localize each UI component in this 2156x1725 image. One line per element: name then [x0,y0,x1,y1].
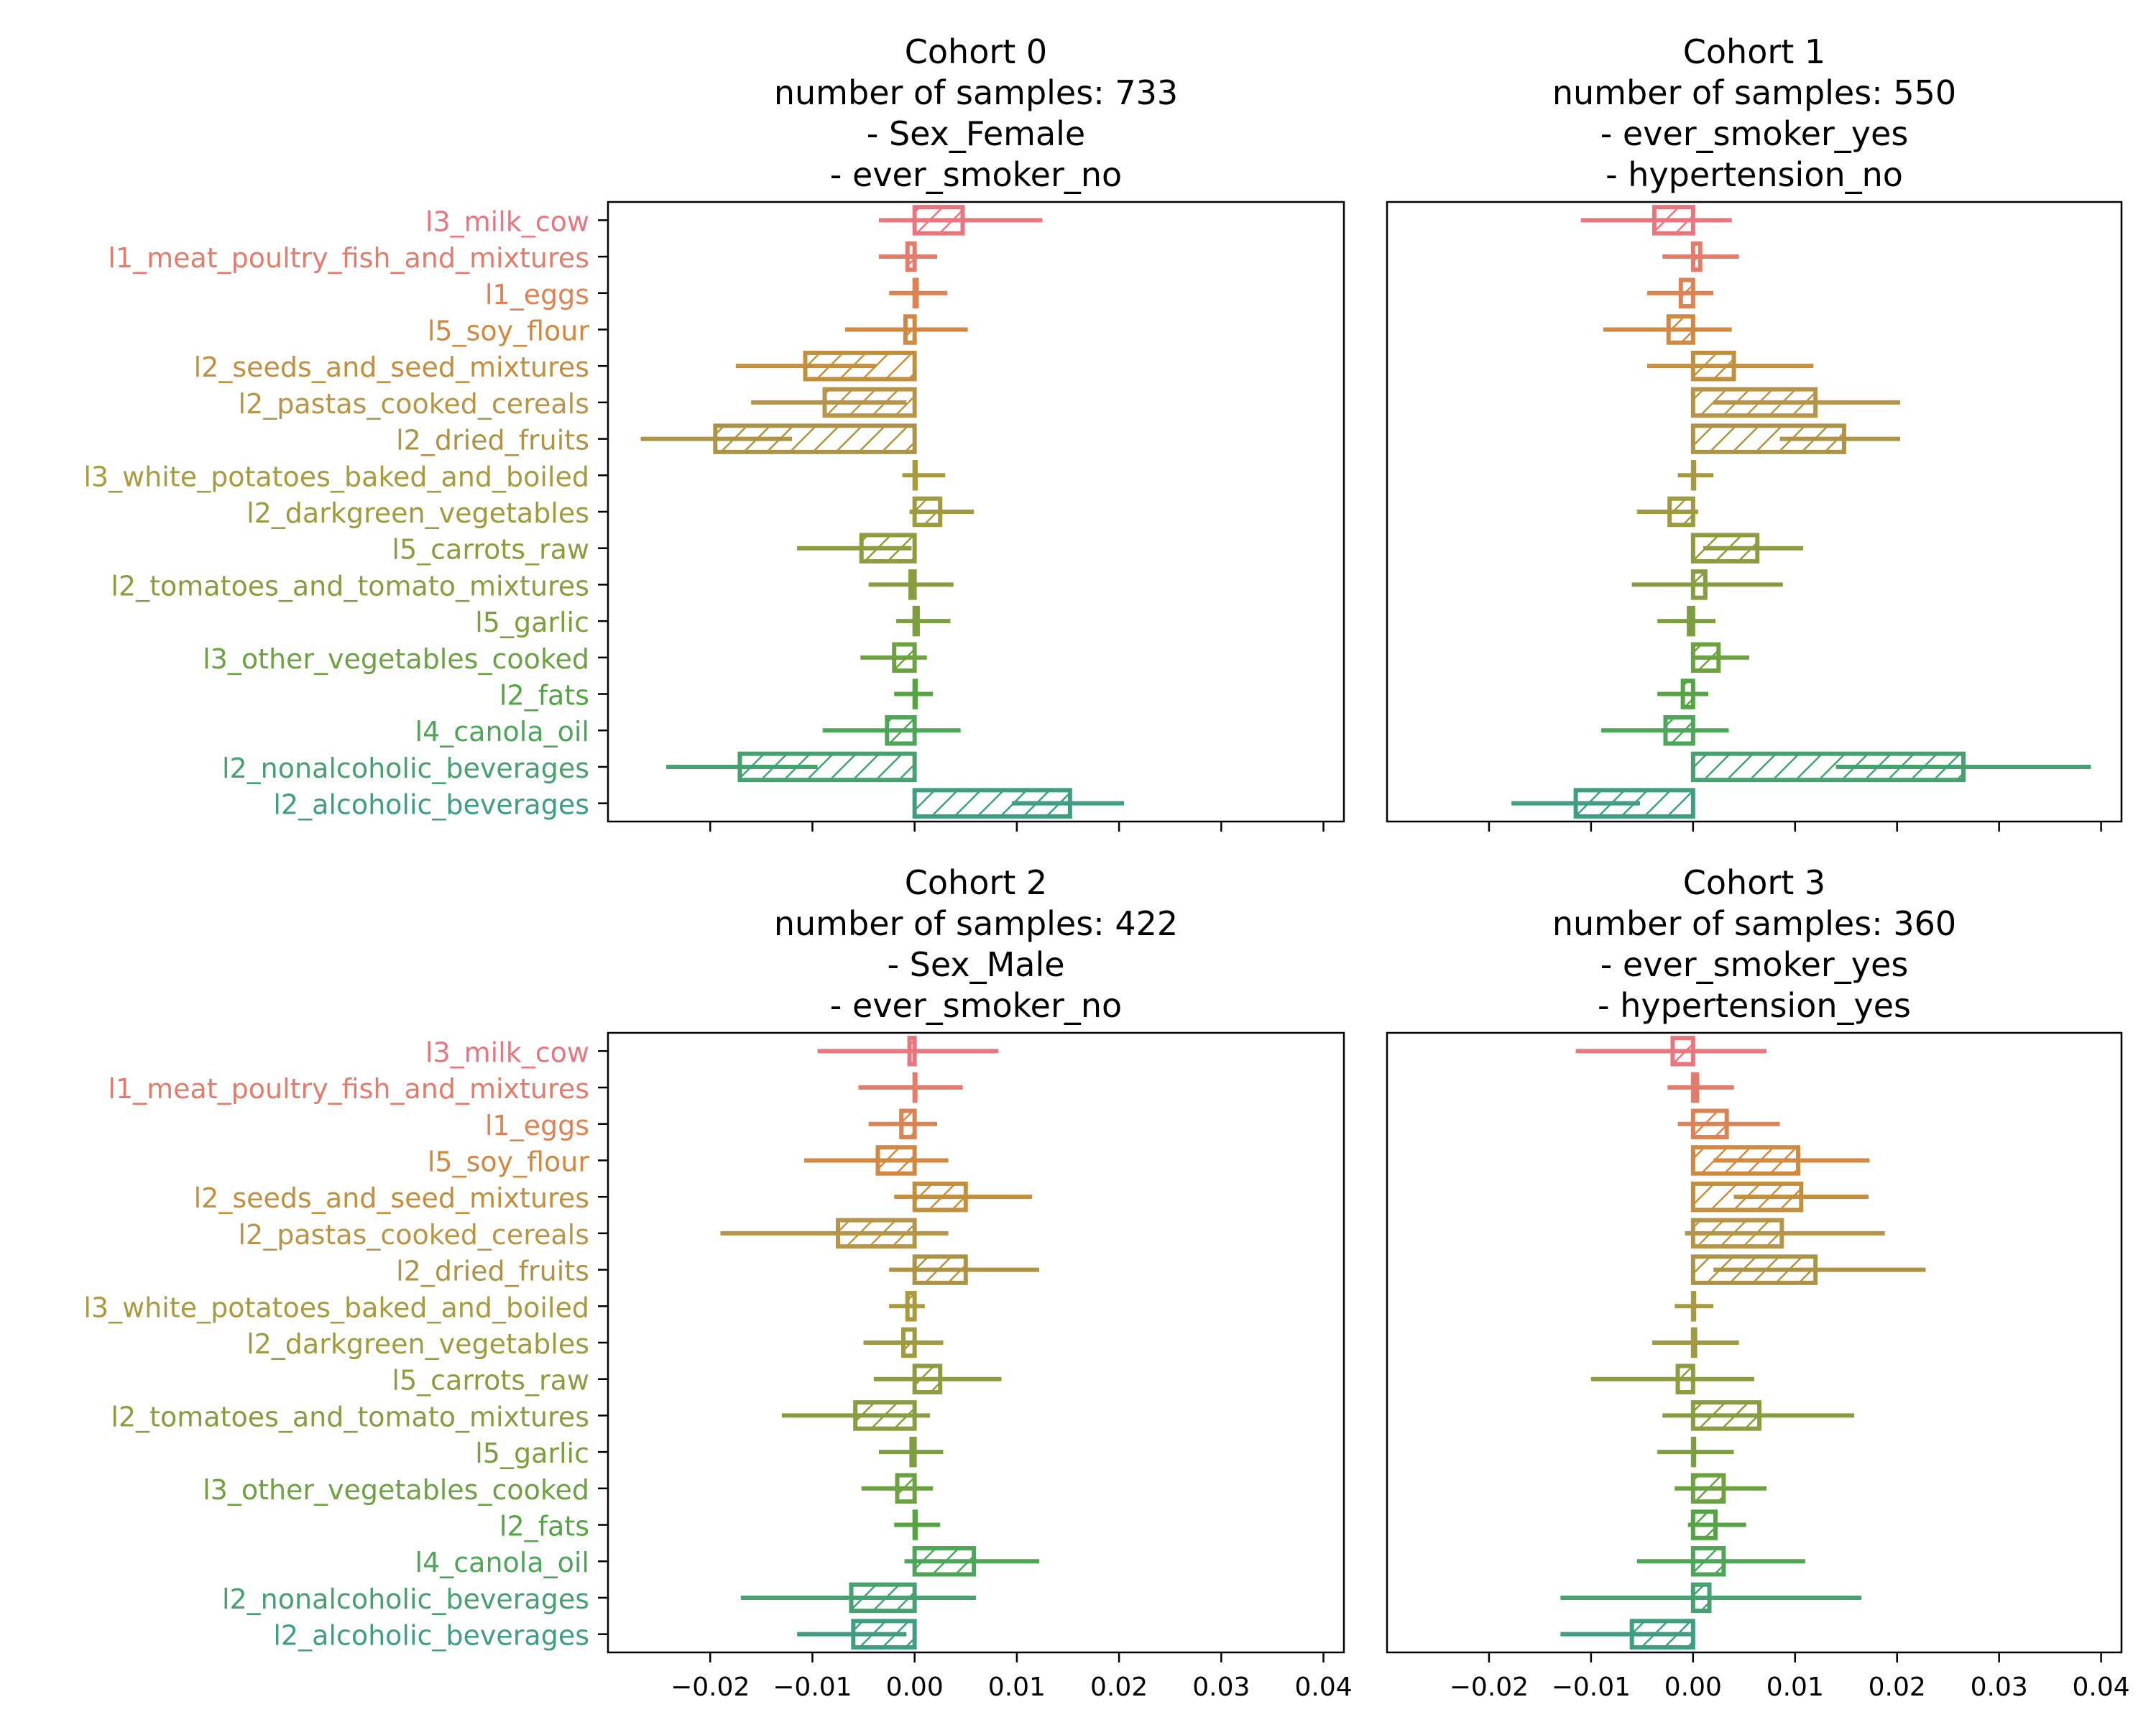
y-tick-label: l3_milk_cow [425,206,589,237]
y-tick-label: l2_pastas_cooked_cereals [238,1219,589,1251]
y-tick-label: l4_canola_oil [415,716,589,748]
x-tick-label: −0.01 [1552,1673,1631,1702]
axes-frame [607,201,1345,823]
panel-title-line: Cohort 1 [1683,32,1825,71]
y-tick-label: l2_nonalcoholic_beverages [222,753,589,784]
panel-title-line: Cohort 2 [905,863,1047,902]
panel-title-line: Cohort 3 [1683,863,1825,902]
y-tick-label: l1_meat_poultry_fish_and_mixtures [108,1073,589,1105]
y-tick-label: l2_tomatoes_and_tomato_mixtures [111,570,589,602]
panel-title-line: number of samples: 422 [774,904,1178,943]
x-tick-label: −0.02 [1450,1673,1529,1702]
x-tick-label: −0.01 [773,1673,852,1702]
x-tick-label: 0.02 [1869,1673,1926,1702]
y-tick-label: l4_canola_oil [415,1547,589,1578]
y-tick-label: l2_seeds_and_seed_mixtures [194,1182,589,1214]
panel-title-line: - ever_smoker_yes [1600,114,1909,153]
y-tick-label: l3_white_potatoes_baked_and_boiled [83,1292,589,1323]
y-tick-label: l5_carrots_raw [392,1365,589,1397]
axes-frame [607,1031,1345,1654]
y-tick-label: l2_fats [499,680,589,712]
x-tick-label: 0.03 [1192,1673,1250,1702]
y-tick-label: l5_garlic [475,607,589,638]
panel-title-line: number of samples: 360 [1552,904,1956,943]
x-tick-label: 0.04 [2073,1673,2130,1702]
x-tick-label: 0.00 [886,1673,944,1702]
y-tick-label: l3_other_vegetables_cooked [203,643,589,675]
y-tick-label: l1_meat_poultry_fish_and_mixtures [108,242,589,274]
y-tick-label: l2_darkgreen_vegetables [247,1328,589,1360]
y-tick-label: l3_white_potatoes_baked_and_boiled [83,461,589,492]
y-tick-label: l3_other_vegetables_cooked [203,1474,589,1506]
x-tick-label: 0.01 [1766,1673,1824,1702]
y-tick-label: l5_soy_flour [428,315,590,346]
y-tick-label: l5_soy_flour [428,1146,590,1177]
y-tick-label: l2_tomatoes_and_tomato_mixtures [111,1401,589,1432]
panel-title-line: - ever_smoker_no [830,155,1122,194]
y-tick-label: l2_alcoholic_beverages [273,1620,589,1652]
x-tick-label: −0.02 [671,1673,750,1702]
y-tick-label: l3_milk_cow [425,1036,589,1068]
y-tick-label: l5_garlic [475,1438,589,1469]
panel-title-line: - ever_smoker_yes [1600,945,1909,984]
y-tick-label: l2_pastas_cooked_cereals [238,388,589,420]
y-tick-label: l2_seeds_and_seed_mixtures [194,351,589,383]
panel-title-line: number of samples: 550 [1552,73,1956,112]
x-tick-label: 0.00 [1664,1673,1722,1702]
y-tick-label: l2_fats [499,1511,589,1542]
axes-frame [1386,1031,2123,1654]
panel-title-line: number of samples: 733 [774,73,1178,112]
x-tick-label: 0.04 [1294,1673,1352,1702]
panel-title-line: - Sex_Male [887,945,1064,984]
x-tick-label: 0.01 [988,1673,1046,1702]
axes-frame [1386,201,2123,823]
panel-title-line: - ever_smoker_no [830,986,1122,1025]
x-tick-label: 0.02 [1090,1673,1148,1702]
y-tick-label: l2_darkgreen_vegetables [247,497,589,529]
y-tick-label: l1_eggs [485,279,589,310]
y-tick-label: l2_nonalcoholic_beverages [222,1583,589,1615]
y-tick-label: l2_alcoholic_beverages [273,789,589,821]
y-tick-label: l5_carrots_raw [392,534,589,566]
panel-title-line: Cohort 0 [905,32,1047,71]
panel-title-line: - hypertension_no [1606,155,1903,194]
bar [1690,423,1846,454]
panel-title-line: - hypertension_yes [1598,986,1911,1025]
panel-title-line: - Sex_Female [867,114,1085,153]
y-tick-label: l1_eggs [485,1110,589,1141]
y-tick-label: l2_dried_fruits [396,425,589,456]
y-tick-label: l2_dried_fruits [396,1256,589,1287]
x-tick-label: 0.03 [1971,1673,2028,1702]
